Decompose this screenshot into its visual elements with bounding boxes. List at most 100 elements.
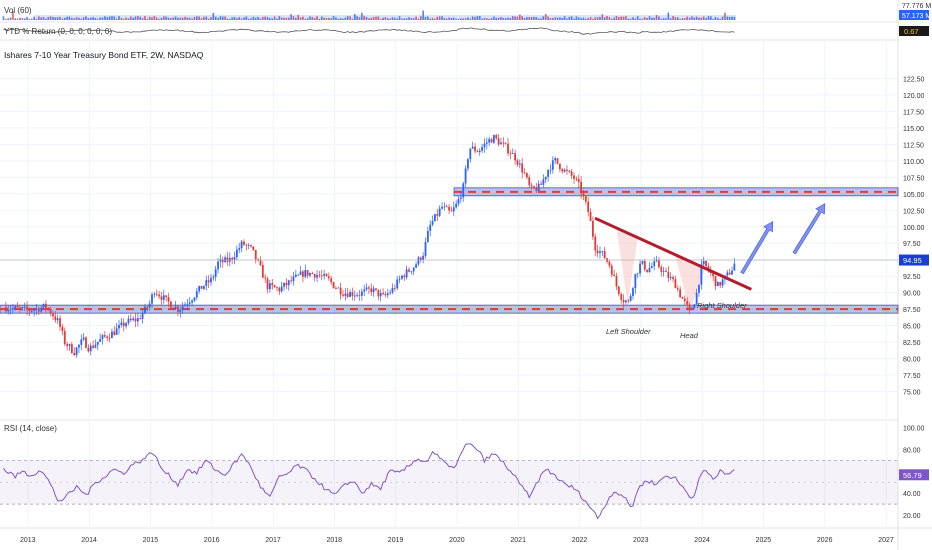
candle-body <box>247 245 250 246</box>
candle-body <box>556 158 559 164</box>
candle-body <box>280 286 283 292</box>
volume-bar <box>5 18 7 20</box>
candle-body <box>80 339 83 345</box>
candle-body <box>240 241 243 249</box>
volume-bar <box>368 18 370 20</box>
volume-bar <box>481 18 483 20</box>
candle-body <box>205 280 208 286</box>
candle-body <box>490 139 493 143</box>
candle-body <box>504 142 507 144</box>
candle-body <box>443 206 446 208</box>
volume-bar <box>455 18 457 20</box>
volume-bar <box>684 18 686 20</box>
volume-bar <box>38 16 40 20</box>
candle-body <box>271 283 274 286</box>
volume-bar <box>259 18 262 20</box>
projection-arrows <box>740 203 826 275</box>
candle-body <box>563 169 566 172</box>
candle-body <box>165 295 168 298</box>
volume-bar <box>693 17 696 20</box>
candle-body <box>287 280 290 286</box>
volume-bar <box>573 18 575 20</box>
rsi-label: RSI (14, close) <box>4 424 57 433</box>
volume-bar <box>229 18 231 20</box>
volume-bar <box>401 18 403 20</box>
volume-bar <box>71 17 73 20</box>
volume-bar <box>337 18 340 20</box>
volume-bar <box>566 18 568 20</box>
time-tick-label: 2022 <box>572 537 588 544</box>
volume-bar <box>386 18 389 20</box>
candle-body <box>113 331 116 335</box>
volume-bar <box>629 18 632 20</box>
candle-body <box>518 163 521 165</box>
candle-body <box>125 323 127 327</box>
candle-body <box>351 292 354 297</box>
candle-body <box>344 293 347 296</box>
volume-bar <box>212 12 215 20</box>
volume-scale-top: 77.776 M <box>902 3 931 10</box>
volume-bar <box>45 18 47 20</box>
volume-bar <box>651 17 653 20</box>
candle-body <box>148 303 151 308</box>
candle-body <box>733 263 736 271</box>
volume-bar <box>325 18 328 20</box>
volume-bar <box>191 18 193 20</box>
candle-body <box>54 316 57 321</box>
projection-arrow <box>792 203 826 255</box>
candle-body <box>634 273 637 289</box>
candle-body <box>101 335 104 339</box>
volume-bar <box>82 17 85 20</box>
volume-bar <box>238 17 241 20</box>
candle-body <box>349 292 351 297</box>
candle-body <box>252 246 255 251</box>
candle-body <box>212 276 215 278</box>
price-tick-label: 87.50 <box>903 307 921 314</box>
volume-bar <box>7 18 9 20</box>
volume-bar <box>410 18 413 20</box>
volume-bar <box>85 16 87 20</box>
volume-bar <box>217 17 219 20</box>
volume-bar <box>462 18 465 20</box>
candle-body <box>636 273 639 275</box>
candle-body <box>82 337 85 340</box>
candle-body <box>186 303 189 305</box>
time-tick-label: 2024 <box>694 537 710 544</box>
candle-body <box>259 260 262 266</box>
volume-bar <box>309 16 311 20</box>
candle-body <box>632 288 634 296</box>
candle-body <box>544 176 547 180</box>
candle-body <box>337 287 340 289</box>
candle-body <box>78 344 80 348</box>
volume-bar <box>441 16 443 20</box>
candle-body <box>377 289 380 297</box>
candle-body <box>358 295 361 297</box>
candle-body <box>410 271 413 273</box>
volume-bar <box>236 18 238 20</box>
volume-bar <box>172 17 175 20</box>
volume-bar <box>287 17 290 20</box>
volume-bar <box>179 17 182 20</box>
volume-bar <box>592 18 594 20</box>
volume-bar <box>396 18 399 20</box>
candle-body <box>509 153 512 155</box>
time-tick-label: 2016 <box>204 537 220 544</box>
volume-bar <box>568 16 571 20</box>
volume-bar <box>646 18 648 20</box>
price-tick-label: 122.50 <box>903 76 925 83</box>
price-tick-label: 100.00 <box>903 225 925 232</box>
volume-bar <box>467 17 469 20</box>
candle-body <box>179 309 182 312</box>
ytd-badge <box>899 26 929 36</box>
candle-body <box>500 142 502 145</box>
candle-body <box>681 297 684 299</box>
candle-body <box>35 308 38 310</box>
volume-bar <box>73 18 76 20</box>
candle-body <box>646 269 649 272</box>
candle-body <box>87 347 90 352</box>
candle-body <box>99 338 102 342</box>
volume-bar <box>231 17 233 20</box>
candle-body <box>273 285 276 288</box>
volume-bar <box>398 16 401 20</box>
